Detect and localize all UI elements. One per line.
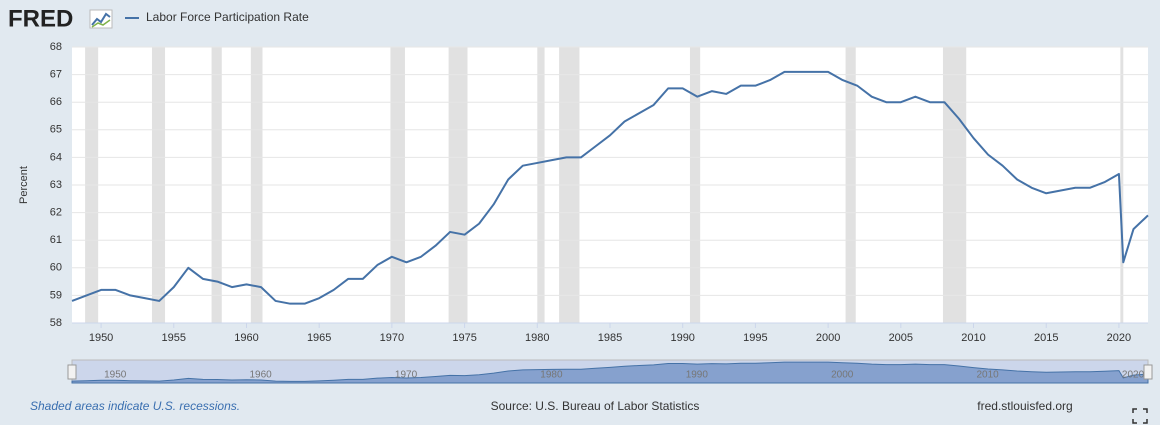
source: Source: U.S. Bureau of Labor Statistics bbox=[491, 399, 700, 413]
fullscreen-button[interactable] bbox=[1132, 408, 1148, 424]
site-url: fred.stlouisfed.org bbox=[977, 399, 1072, 413]
x-tick-label: 2010 bbox=[961, 332, 985, 344]
y-tick-label: 58 bbox=[50, 317, 62, 329]
legend-label: Labor Force Participation Rate bbox=[146, 10, 309, 24]
x-tick-label: 2020 bbox=[1107, 332, 1131, 344]
x-tick-label: 2000 bbox=[816, 332, 840, 344]
x-tick-label: 1950 bbox=[89, 332, 113, 344]
y-axis-label: Percent bbox=[18, 166, 30, 204]
x-tick-label: 1985 bbox=[598, 332, 622, 344]
y-tick-label: 61 bbox=[50, 234, 62, 246]
y-tick-label: 68 bbox=[50, 41, 62, 53]
logo: FRED bbox=[8, 5, 73, 32]
x-tick-label: 1970 bbox=[380, 332, 404, 344]
x-tick-label: 1995 bbox=[743, 332, 767, 344]
navigator-label: 2000 bbox=[831, 370, 854, 381]
y-tick-label: 63 bbox=[50, 179, 62, 191]
x-tick-label: 2015 bbox=[1034, 332, 1058, 344]
x-tick-label: 1980 bbox=[525, 332, 549, 344]
y-tick-label: 67 bbox=[50, 69, 62, 81]
x-tick-label: 2005 bbox=[889, 332, 913, 344]
navigator-label: 1990 bbox=[686, 370, 709, 381]
x-tick-label: 1965 bbox=[307, 332, 331, 344]
recession-note: Shaded areas indicate U.S. recessions. bbox=[30, 399, 240, 413]
y-tick-label: 59 bbox=[50, 289, 62, 301]
y-tick-label: 60 bbox=[50, 262, 62, 274]
navigator-handle[interactable] bbox=[67, 364, 77, 380]
logo-icon bbox=[89, 9, 113, 29]
y-tick-label: 66 bbox=[50, 96, 62, 108]
navigator-series bbox=[71, 361, 1149, 384]
navigator-label: 1960 bbox=[249, 370, 272, 381]
x-tick-label: 1975 bbox=[452, 332, 476, 344]
navigator-label: 1970 bbox=[395, 370, 418, 381]
navigator-label: 1950 bbox=[104, 370, 127, 381]
y-tick-label: 65 bbox=[50, 124, 62, 136]
y-tick-label: 64 bbox=[50, 151, 62, 163]
navigator-label: 2020 bbox=[1122, 370, 1145, 381]
series-line bbox=[71, 70, 1149, 305]
x-tick-label: 1960 bbox=[234, 332, 258, 344]
navigator-label: 1980 bbox=[540, 370, 563, 381]
y-tick-label: 62 bbox=[50, 207, 62, 219]
navigator-label: 2010 bbox=[977, 370, 1000, 381]
x-tick-label: 1955 bbox=[162, 332, 186, 344]
navigator-handle[interactable] bbox=[1143, 364, 1153, 380]
x-tick-label: 1990 bbox=[670, 332, 694, 344]
